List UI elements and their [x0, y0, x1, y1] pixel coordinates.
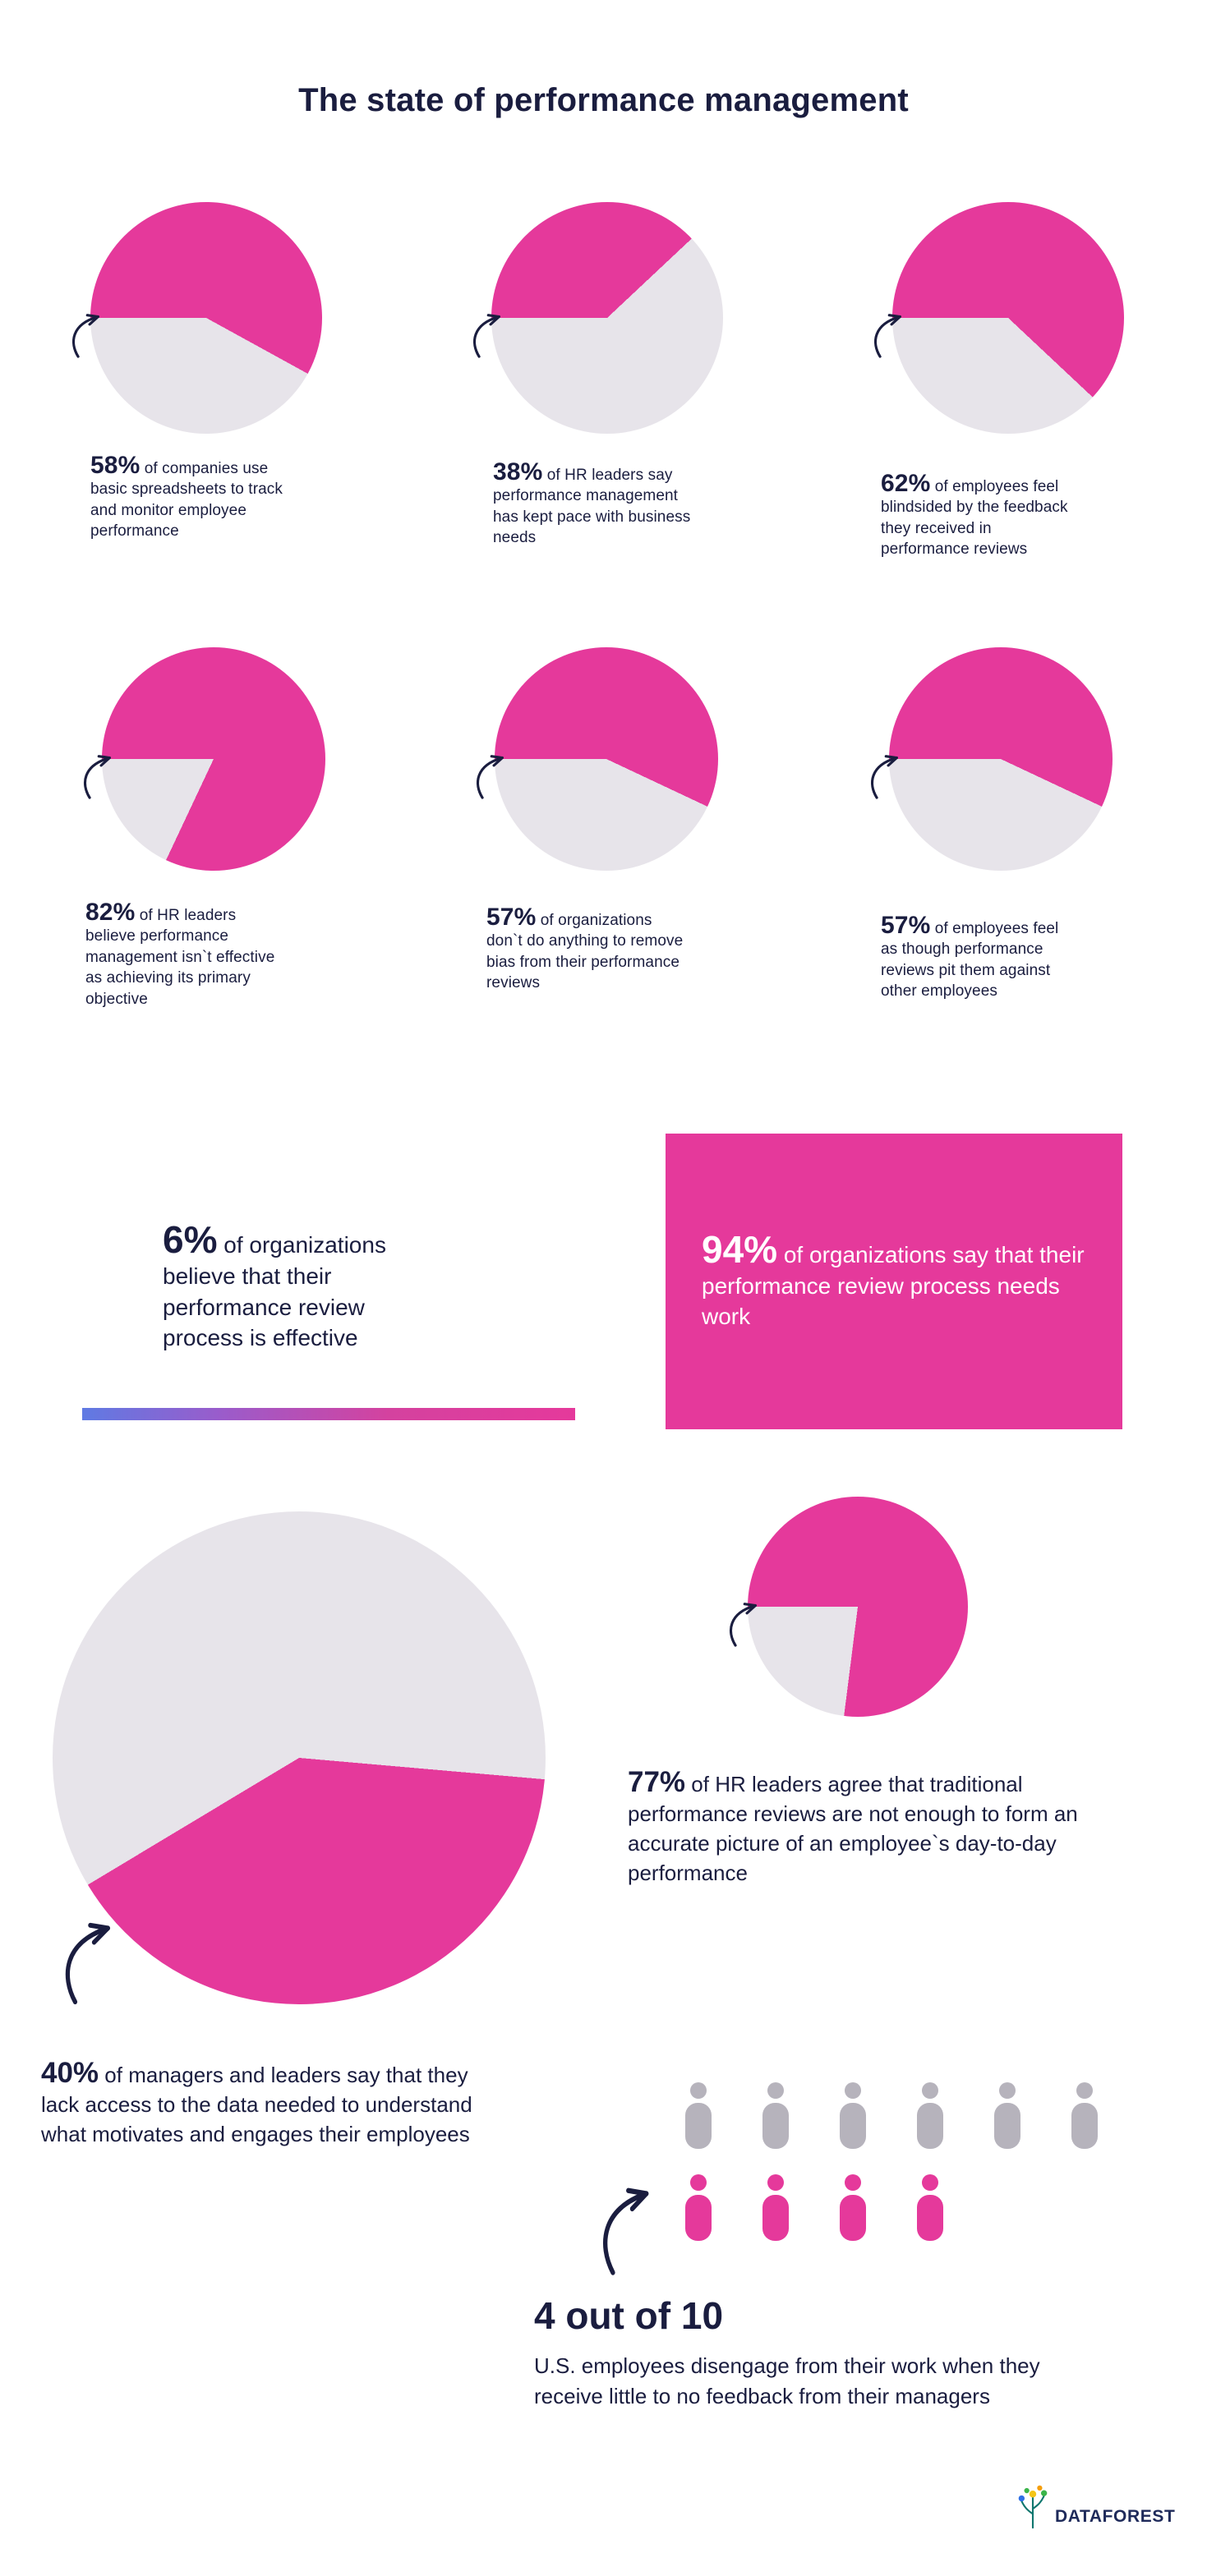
stat-percent: 40% [41, 2057, 99, 2089]
stat-percent: 82% [85, 899, 136, 926]
page-title: The state of performance management [298, 82, 909, 118]
curved-arrow-icon [866, 750, 912, 801]
needs-work-callout: 94% of organizations say that their perf… [666, 1134, 1122, 1429]
stat-caption-spreadsheets: 58% of companies use basic spreadsheets … [90, 453, 296, 542]
pictogram-text: U.S. employees disengage from their work… [534, 2353, 1040, 2408]
stat-percent: 77% [628, 1766, 686, 1798]
pie-chart-hr-leaders-agree [748, 1497, 968, 1717]
pie-chart-not-effective [102, 647, 325, 871]
stat-caption-hr-leaders-agree: 77% of HR leaders agree that traditional… [628, 1768, 1113, 1888]
stat-percent: 57% [881, 912, 931, 939]
stat-percent: 6% [163, 1218, 218, 1261]
pie-chart-kept-pace [491, 202, 723, 434]
person-icon [994, 2082, 1020, 2149]
stat-caption-managers-data: 40% of managers and leaders say that the… [41, 2058, 509, 2150]
curved-arrow-icon [468, 309, 514, 360]
stat-text: of companies use basic spreadsheets to t… [90, 460, 283, 540]
stat-caption-kept-pace: 38% of HR leaders say performance manage… [493, 460, 700, 549]
curved-arrow-icon [595, 2178, 672, 2279]
needs-work-text-block: 94% of organizations say that their perf… [702, 1230, 1093, 1332]
curved-arrow-icon [725, 1598, 771, 1649]
stat-percent: 57% [486, 904, 537, 931]
pictogram-row-pink [680, 2174, 948, 2244]
stat-text: of organizations say that their performa… [702, 1241, 1085, 1330]
person-icon [685, 2174, 712, 2241]
stat-percent: 58% [90, 452, 141, 479]
stat-caption-pit-against: 57% of employees feel as though performa… [881, 913, 1071, 1002]
stat-text: of managers and leaders say that they la… [41, 2063, 472, 2146]
curved-arrow-icon [869, 309, 915, 360]
pictogram-headline: 4 out of 10 [534, 2294, 724, 2337]
stat-text: of employees feel blindsided by the feed… [881, 478, 1068, 559]
stat-caption-not-effective: 82% of HR leaders believe performance ma… [85, 900, 281, 1010]
stat-caption-blindsided: 62% of employees feel blindsided by the … [881, 472, 1078, 560]
brand-name: DATAFOREST [1055, 2507, 1176, 2526]
stat-percent: 62% [881, 470, 931, 497]
pictogram-row-gray [680, 2082, 1103, 2152]
curved-arrow-icon [79, 750, 125, 801]
gradient-divider [82, 1408, 575, 1420]
stat-text: of HR leaders agree that traditional per… [628, 1772, 1078, 1885]
pie-chart-pit-against [889, 647, 1113, 871]
stat-text: of HR leaders say performance management… [493, 467, 691, 547]
person-icon [917, 2174, 943, 2241]
stat-caption-bias: 57% of organizations don`t do anything t… [486, 905, 685, 994]
person-icon [762, 2082, 789, 2149]
stat-text: of HR leaders believe performance manage… [85, 907, 275, 1008]
curved-arrow-icon [58, 1914, 133, 2008]
stat-text: of employees feel as though performance … [881, 920, 1059, 1000]
curved-arrow-icon [472, 750, 518, 801]
stat-percent: 38% [493, 458, 543, 485]
pie-chart-managers-data [53, 1511, 546, 2004]
person-icon [685, 2082, 712, 2149]
person-icon [1071, 2082, 1098, 2149]
pie-chart-spreadsheets [90, 202, 322, 434]
pie-chart-blindsided [892, 202, 1124, 434]
person-icon [917, 2082, 943, 2149]
stat-text: of organizations don`t do anything to re… [486, 912, 684, 992]
pie-chart-bias [495, 647, 718, 871]
curved-arrow-icon [67, 309, 113, 360]
dataforest-logo: DATAFOREST [1016, 2484, 1175, 2530]
person-icon [762, 2174, 789, 2241]
stat-text: of organizations believe that their perf… [163, 1232, 386, 1351]
person-icon [840, 2174, 866, 2241]
dataforest-tree-icon [1018, 2485, 1048, 2529]
stat-percent: 94% [702, 1227, 778, 1271]
person-icon [840, 2082, 866, 2149]
effective-callout: 6% of organizations believe that their p… [163, 1221, 434, 1354]
